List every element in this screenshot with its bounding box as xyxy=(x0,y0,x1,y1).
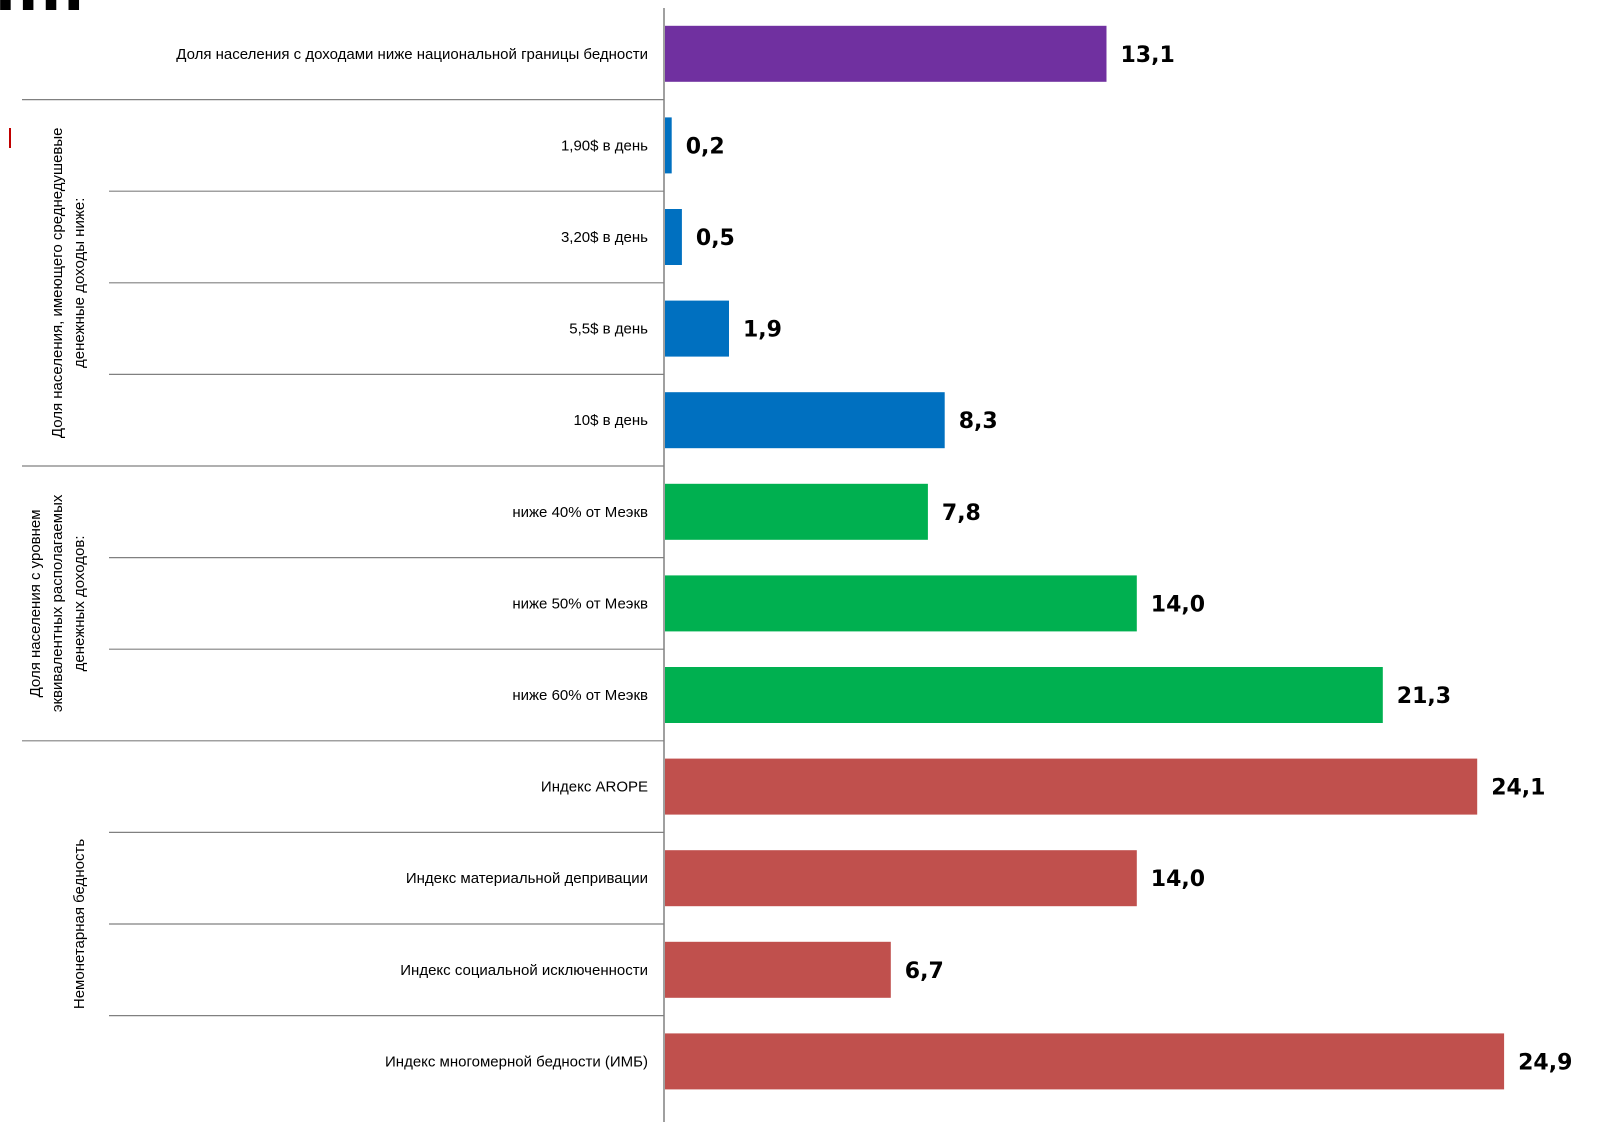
bar-4 xyxy=(665,392,945,449)
bar-0 xyxy=(665,25,1107,82)
value-label-3: 1,9 xyxy=(743,318,782,343)
value-label-11: 24,9 xyxy=(1518,1050,1572,1075)
bar-3 xyxy=(665,300,729,357)
bar-7 xyxy=(665,667,1383,723)
cropped-title-fragment: .... xyxy=(0,0,85,25)
category-label-3: 5,5$ в день xyxy=(569,321,648,338)
category-label-8: Индекс AROPE xyxy=(541,779,648,796)
value-label-8: 24,1 xyxy=(1491,776,1545,801)
bar-1 xyxy=(665,117,672,174)
category-label-0: Доля населения с доходами ниже националь… xyxy=(176,46,648,63)
category-label-11: Индекс многомерной бедности (ИМБ) xyxy=(385,1053,648,1070)
bars-layer xyxy=(665,25,1505,1090)
bar-8 xyxy=(665,758,1478,815)
bar-10 xyxy=(665,941,891,998)
category-label-1: 1,90$ в день xyxy=(561,137,648,154)
labels-layer: 13,1 Доля населения с доходами ниже нацио… xyxy=(27,43,1572,1076)
group-label-1-line-1: эквивалентных располагаемых xyxy=(49,494,66,712)
bar-11 xyxy=(665,1033,1505,1090)
value-label-2: 0,5 xyxy=(696,226,735,251)
group-label-0-line-0: Доля населения, имеющего среднедушевые xyxy=(49,127,66,438)
category-label-9: Индекс материальной депривации xyxy=(406,870,648,887)
value-label-0: 13,1 xyxy=(1121,43,1175,68)
value-label-4: 8,3 xyxy=(959,409,998,434)
category-label-2: 3,20$ в день xyxy=(561,229,648,246)
red-accent-mark xyxy=(9,128,11,148)
bar-6 xyxy=(665,575,1137,632)
category-label-5: ниже 40% от Меэкв xyxy=(512,504,648,521)
group-label-1-line-0: Доля населения с уровнем xyxy=(27,509,44,697)
grid-lines xyxy=(22,98,664,1017)
category-label-7: ниже 60% от Меэкв xyxy=(512,687,648,704)
group-label-1-line-2: денежных доходов: xyxy=(71,535,88,671)
category-label-4: 10$ в день xyxy=(573,412,648,429)
value-label-7: 21,3 xyxy=(1397,684,1451,709)
group-label-2-line-0: Немонетарная бедность xyxy=(71,839,88,1009)
value-label-5: 7,8 xyxy=(942,501,981,526)
value-label-10: 6,7 xyxy=(905,959,944,984)
bar-2 xyxy=(665,209,682,265)
value-label-6: 14,0 xyxy=(1151,592,1205,617)
bar-9 xyxy=(665,850,1137,907)
group-label-0-line-1: денежные доходы ниже: xyxy=(71,198,88,368)
category-label-10: Индекс социальной исключенности xyxy=(400,962,648,979)
value-label-9: 14,0 xyxy=(1151,867,1205,892)
bar-5 xyxy=(665,483,928,540)
category-label-6: ниже 50% от Меэкв xyxy=(512,595,648,612)
value-label-1: 0,2 xyxy=(686,134,725,159)
